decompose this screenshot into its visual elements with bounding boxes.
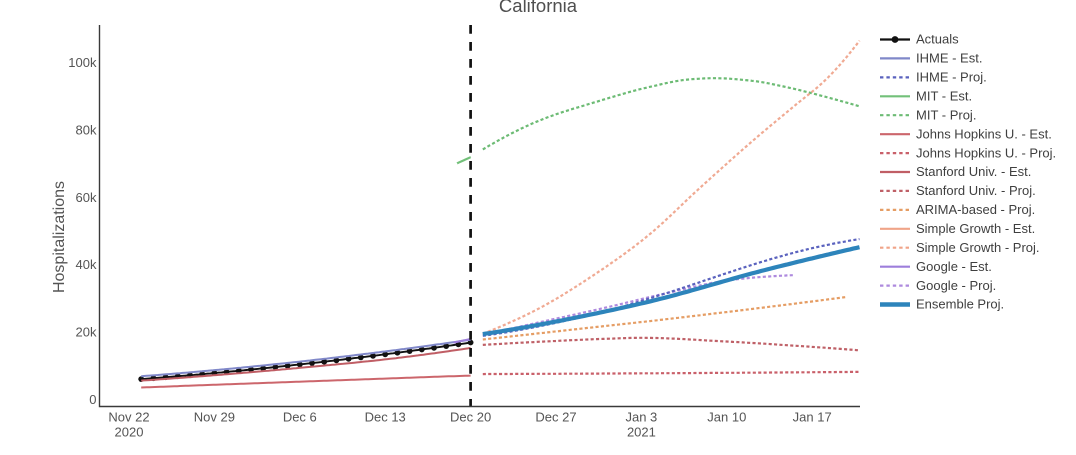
svg-text:Dec 27: Dec 27 bbox=[535, 410, 576, 425]
svg-text:Actuals: Actuals bbox=[916, 32, 959, 47]
svg-text:100k: 100k bbox=[68, 55, 97, 70]
svg-text:Google - Est.: Google - Est. bbox=[916, 259, 992, 274]
svg-text:Simple Growth - Proj.: Simple Growth - Proj. bbox=[916, 240, 1040, 255]
svg-text:Johns Hopkins U. - Est.: Johns Hopkins U. - Est. bbox=[916, 126, 1052, 141]
svg-text:IHME - Proj.: IHME - Proj. bbox=[916, 70, 987, 85]
svg-text:Dec 20: Dec 20 bbox=[450, 410, 491, 425]
svg-text:Nov 29: Nov 29 bbox=[194, 410, 235, 425]
svg-text:Dec 6: Dec 6 bbox=[283, 410, 317, 425]
svg-text:2020: 2020 bbox=[115, 425, 144, 440]
svg-text:Ensemble Proj.: Ensemble Proj. bbox=[916, 297, 1004, 312]
svg-text:80k: 80k bbox=[76, 122, 97, 137]
svg-text:Jan 10: Jan 10 bbox=[707, 410, 746, 425]
svg-text:ARIMA-based - Proj.: ARIMA-based - Proj. bbox=[916, 202, 1035, 217]
svg-text:0: 0 bbox=[89, 392, 96, 407]
svg-text:Jan 3: Jan 3 bbox=[625, 410, 657, 425]
svg-text:California: California bbox=[499, 0, 578, 16]
svg-text:MIT - Proj.: MIT - Proj. bbox=[916, 107, 976, 122]
svg-text:60k: 60k bbox=[76, 190, 97, 205]
svg-text:IHME - Est.: IHME - Est. bbox=[916, 51, 982, 66]
svg-text:Jan 17: Jan 17 bbox=[793, 410, 832, 425]
svg-text:20k: 20k bbox=[76, 325, 97, 340]
svg-text:Google - Proj.: Google - Proj. bbox=[916, 278, 996, 293]
svg-text:40k: 40k bbox=[76, 257, 97, 272]
svg-text:Johns Hopkins U. - Proj.: Johns Hopkins U. - Proj. bbox=[916, 145, 1056, 160]
svg-text:Simple Growth - Est.: Simple Growth - Est. bbox=[916, 221, 1035, 236]
svg-text:Hospitalizations: Hospitalizations bbox=[51, 181, 68, 293]
svg-text:Nov 22: Nov 22 bbox=[108, 410, 149, 425]
svg-text:MIT - Est.: MIT - Est. bbox=[916, 89, 972, 104]
svg-text:2021: 2021 bbox=[627, 425, 656, 440]
svg-text:Stanford Univ. - Est.: Stanford Univ. - Est. bbox=[916, 164, 1031, 179]
svg-text:Stanford Univ. - Proj.: Stanford Univ. - Proj. bbox=[916, 183, 1036, 198]
svg-text:Dec 13: Dec 13 bbox=[365, 410, 406, 425]
